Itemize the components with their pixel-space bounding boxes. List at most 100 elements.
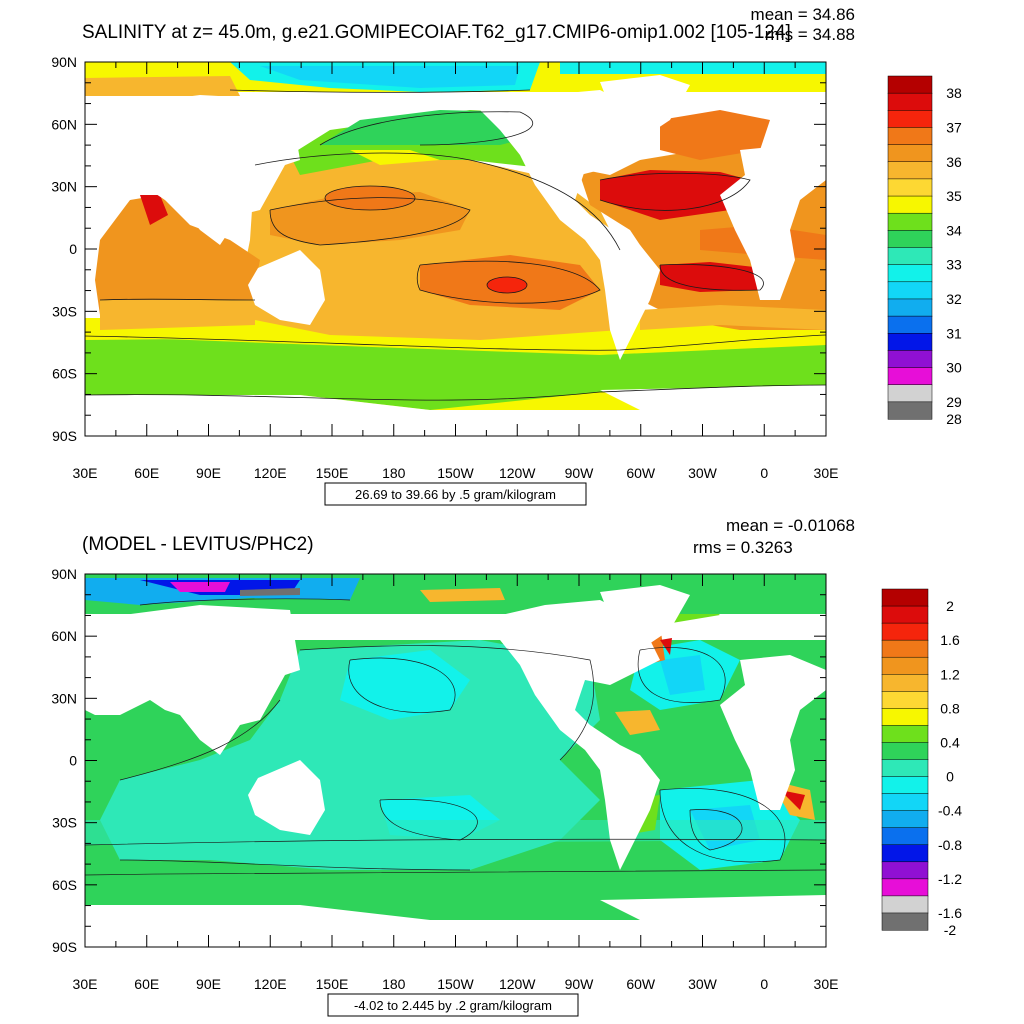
- colorbar-swatch: [887, 92, 933, 111]
- salinity-panel: SALINITY at z= 45.0m, g.e21.GOMIPECOIAF.…: [51, 5, 962, 506]
- lon-tick-label: 180: [382, 976, 406, 992]
- difference-panel: (MODEL - LEVITUS/PHC2) mean = -0.01068 r…: [51, 516, 962, 1017]
- colorbar-label: 1.2: [940, 666, 960, 682]
- colorbar-swatch: [887, 315, 933, 334]
- colorbar-label: -1.2: [938, 871, 962, 887]
- lat-tick-label: 60N: [51, 628, 77, 644]
- colorbar-label: -1.6: [938, 905, 962, 921]
- lon-tick-label: 90W: [565, 465, 595, 481]
- lon-tick-label: 150W: [437, 976, 474, 992]
- difference-range-label: -4.02 to 2.445 by .2 gram/kilogram: [354, 998, 552, 1013]
- colorbar-swatch: [887, 350, 933, 369]
- colorbar-label: 0.4: [940, 734, 960, 750]
- lon-tick-label: 30E: [73, 465, 98, 481]
- colorbar-label: 30: [946, 360, 962, 376]
- salinity-contours: [85, 89, 826, 401]
- lon-tick-label: 30W: [688, 976, 718, 992]
- colorbar-swatch: [881, 878, 929, 897]
- salinity-range-box: [324, 482, 587, 506]
- lat-tick-label: 30N: [51, 179, 77, 195]
- colorbar-label: 34: [946, 222, 962, 238]
- difference-map: [85, 574, 826, 947]
- lon-tick-label: 60W: [626, 465, 656, 481]
- colorbar-swatch: [881, 708, 929, 726]
- lon-tick-label: 150E: [316, 976, 349, 992]
- colorbar-swatch: [887, 264, 933, 283]
- colorbar-swatch: [881, 691, 929, 709]
- colorbar-swatch: [881, 725, 929, 744]
- salinity-rms-label: rms = 34.88: [765, 25, 855, 44]
- colorbar-swatch: [887, 367, 933, 386]
- colorbar-swatch: [887, 384, 933, 403]
- salinity-map: [85, 62, 826, 436]
- lat-tick-label: 90S: [52, 428, 77, 444]
- lon-tick-label: 60E: [134, 465, 159, 481]
- lon-tick-label: 120W: [499, 465, 536, 481]
- lat-tick-label: 90N: [51, 566, 77, 582]
- colorbar-swatch: [881, 912, 929, 931]
- colorbar-swatch: [881, 588, 929, 607]
- difference-axis-ticks: [84, 573, 827, 948]
- colorbar-swatch: [887, 298, 933, 317]
- colorbar-label: 28: [946, 411, 962, 427]
- lon-tick-label: 150W: [437, 465, 474, 481]
- lon-tick-label: 150E: [316, 465, 349, 481]
- lat-tick-label: 60N: [51, 116, 77, 132]
- colorbar-swatch: [881, 861, 929, 880]
- lon-tick-label: 90E: [196, 465, 221, 481]
- salinity-mean-label: mean = 34.86: [751, 5, 855, 24]
- colorbar-swatch: [887, 110, 933, 129]
- colorbar-swatch: [887, 75, 933, 94]
- indian-basin: [95, 195, 260, 320]
- salinity-panel-title: SALINITY at z= 45.0m, g.e21.GOMIPECOIAF.…: [82, 22, 791, 43]
- colorbar-label: 36: [946, 154, 962, 170]
- colorbar-label: -2: [944, 922, 957, 938]
- difference-panel-title: (MODEL - LEVITUS/PHC2): [82, 534, 314, 555]
- difference-range-box: [327, 993, 579, 1017]
- colorbar-swatch: [887, 333, 933, 351]
- difference-land-masses: [85, 585, 826, 947]
- lat-tick-label: 60S: [52, 366, 77, 382]
- lon-tick-label: 120E: [254, 465, 287, 481]
- colorbar-swatch: [881, 827, 929, 846]
- colorbar-swatch: [881, 605, 929, 624]
- colorbar-swatch: [887, 247, 933, 266]
- colorbar-swatch: [887, 212, 933, 231]
- colorbar-swatch: [881, 793, 929, 812]
- colorbar-label: 29: [946, 394, 962, 410]
- salinity-axis-ticks: [84, 61, 827, 437]
- lat-tick-label: 60S: [52, 877, 77, 893]
- lon-tick-label: 120E: [254, 976, 287, 992]
- colorbar-swatch: [881, 639, 929, 658]
- lat-tick-label: 90N: [51, 54, 77, 70]
- colorbar-label: -0.4: [938, 803, 962, 819]
- colorbar-swatch: [887, 144, 933, 163]
- salinity-range-label: 26.69 to 39.66 by .5 gram/kilogram: [355, 487, 556, 502]
- colorbar-swatch: [881, 844, 929, 863]
- lat-tick-label: 30S: [52, 815, 77, 831]
- colorbar-label: 38: [946, 85, 962, 101]
- lat-tick-label: 0: [69, 753, 77, 769]
- difference-mean-label: mean = -0.01068: [726, 516, 855, 535]
- lon-tick-label: 0: [760, 465, 768, 481]
- colorbar-swatch: [887, 161, 933, 180]
- colorbar-swatch: [881, 810, 929, 829]
- lat-tick-label: 30N: [51, 690, 77, 706]
- lon-tick-label: 30E: [814, 976, 839, 992]
- lat-tick-label: 30S: [52, 303, 77, 319]
- lon-tick-label: 30E: [814, 465, 839, 481]
- salinity-lon-labels: 30E 60E 90E 120E 150E 180 150W 120W 90W 60W 30W 0 30…: [73, 465, 839, 481]
- lon-tick-label: 90W: [565, 976, 595, 992]
- colorbar-label: 1.6: [940, 632, 960, 648]
- colorbar-swatch: [887, 230, 933, 249]
- difference-lon-labels: 30E 60E 90E 120E 150E 180 150W 120W 90W 60W 30W 0 30…: [73, 976, 839, 992]
- colorbar-swatch: [887, 195, 933, 214]
- colorbar-swatch: [887, 401, 933, 420]
- lat-tick-label: 90S: [52, 939, 77, 955]
- colorbar-label: 31: [946, 325, 962, 341]
- difference-lat-labels: 90N 60N 30N 0 30S 60S 90S: [51, 566, 77, 955]
- lon-tick-label: 60E: [134, 976, 159, 992]
- colorbar-label: 0: [946, 769, 954, 785]
